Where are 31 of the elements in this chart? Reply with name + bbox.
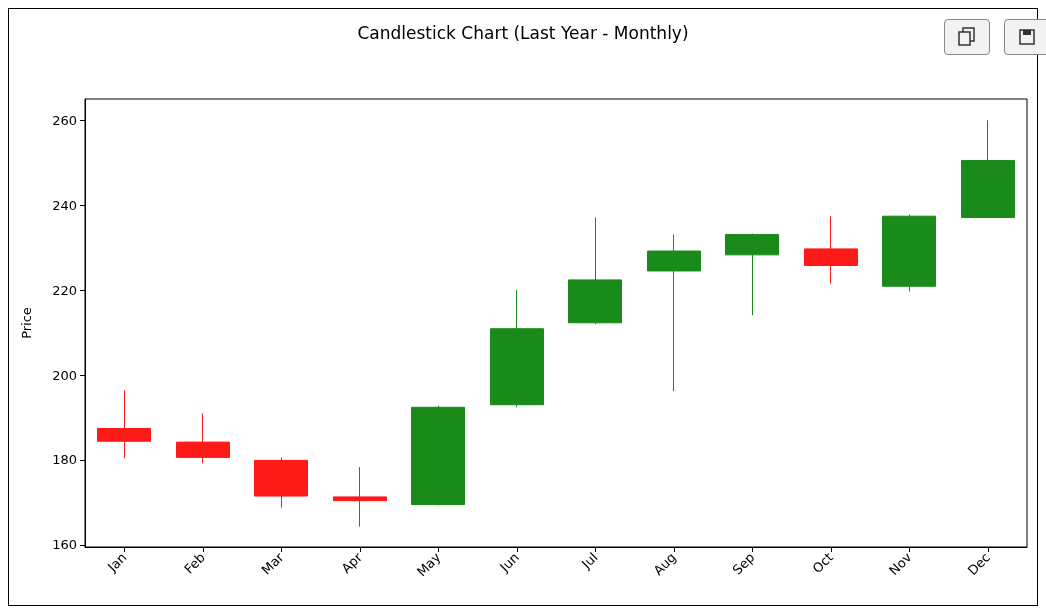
candlestick — [333, 466, 387, 528]
candlestick — [568, 216, 622, 325]
y-tick-label: 260 — [52, 112, 77, 128]
x-tick-label: Sep — [729, 549, 758, 578]
x-tick-label: Jan — [104, 549, 130, 576]
y-tick-label: 240 — [52, 197, 77, 213]
y-tick-label: 200 — [52, 367, 77, 383]
x-tick-label: Apr — [338, 549, 366, 577]
candlestick — [411, 405, 465, 506]
x-tick-label: Feb — [181, 549, 209, 577]
candlestick — [725, 233, 779, 316]
y-tick-label: 160 — [52, 537, 77, 553]
x-tick-label: Dec — [964, 549, 994, 579]
candlestick — [961, 119, 1015, 218]
chart-title: Candlestick Chart (Last Year - Monthly) — [357, 22, 689, 43]
candlestick — [97, 389, 151, 459]
x-tick-label: Jul — [578, 549, 601, 573]
candlestick — [647, 233, 701, 392]
x-tick-label: Mar — [258, 549, 288, 578]
y-tick-label: 220 — [52, 282, 77, 298]
x-tick-label: Nov — [886, 549, 915, 579]
candlestick — [176, 412, 230, 464]
y-axis-title: Price — [19, 307, 34, 339]
candlestick — [804, 215, 858, 285]
candlestick — [490, 289, 544, 408]
x-tick-label: Jun — [496, 549, 523, 576]
y-tick-label: 180 — [52, 452, 77, 468]
x-tick-label: Aug — [650, 549, 680, 579]
candlestick — [882, 214, 936, 292]
candlestick — [254, 456, 308, 509]
x-tick-label: Oct — [809, 549, 837, 577]
